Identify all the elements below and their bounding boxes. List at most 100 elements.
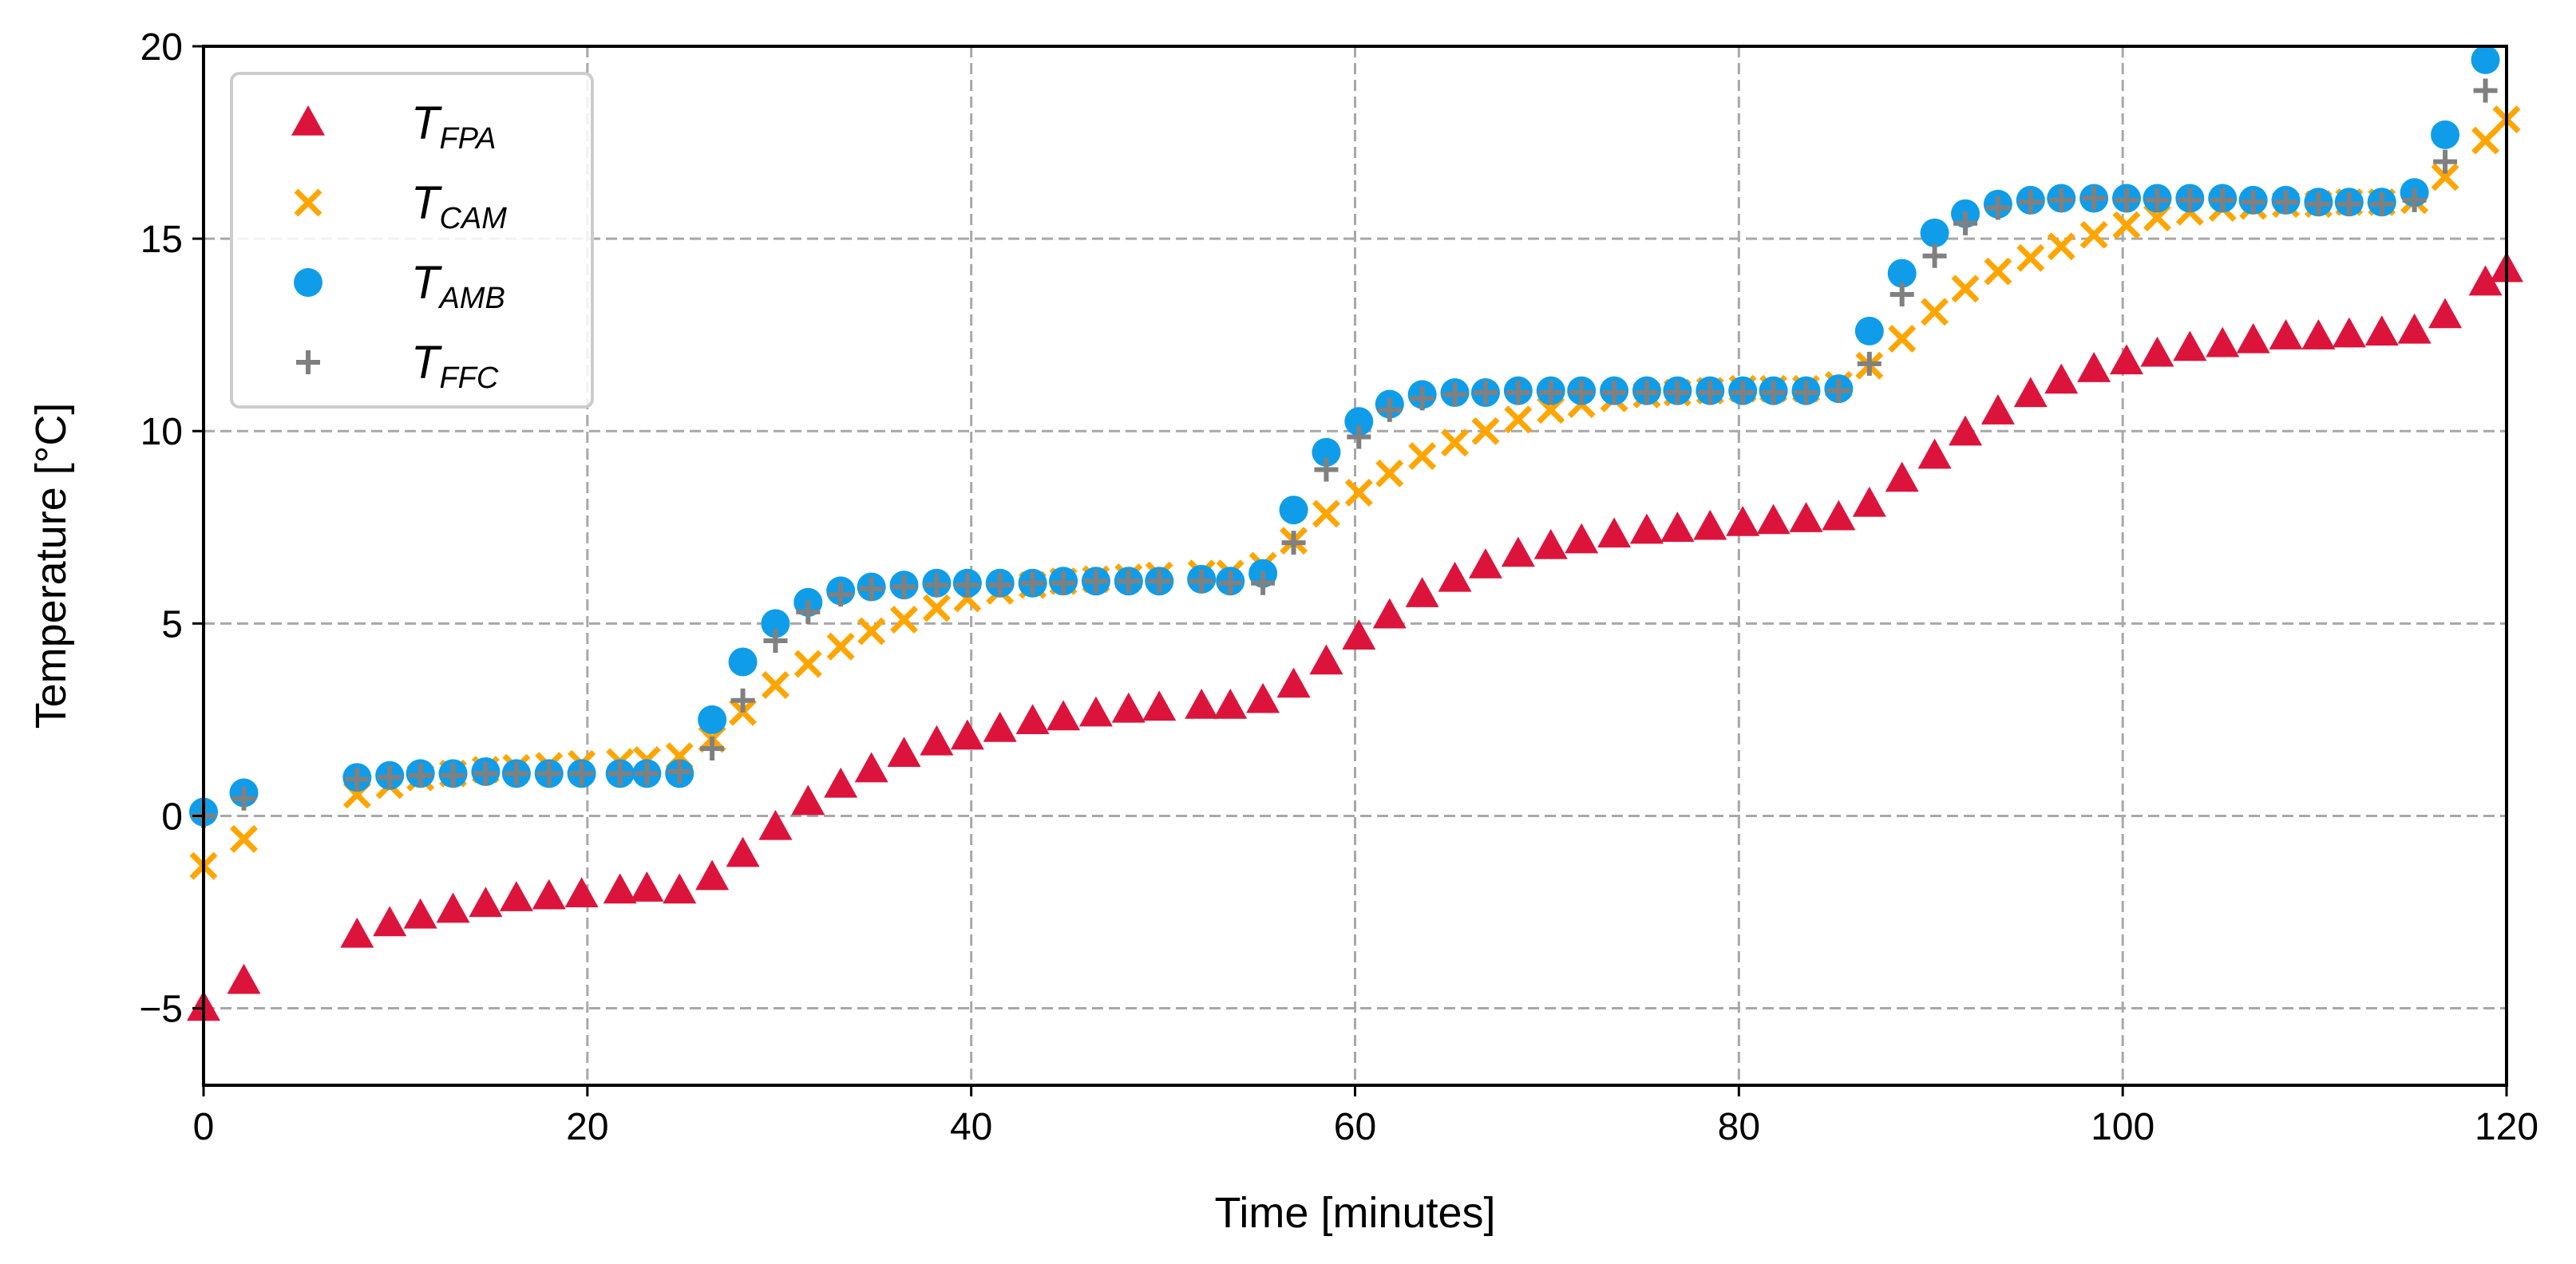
point-cam bbox=[761, 671, 789, 699]
point-cam bbox=[230, 824, 258, 853]
point-ffc bbox=[2306, 192, 2331, 216]
point-fpa bbox=[1142, 690, 1177, 721]
point-ffc bbox=[378, 765, 402, 790]
point-cam bbox=[922, 594, 951, 622]
point-ffc bbox=[2082, 186, 2107, 211]
legend-subscript: AMB bbox=[437, 282, 505, 315]
legend-marker-fpa bbox=[291, 105, 325, 136]
point-fpa bbox=[1852, 486, 1886, 517]
point-fpa bbox=[1629, 513, 1664, 544]
point-ffc bbox=[1731, 381, 1755, 405]
point-fpa bbox=[1438, 561, 1472, 592]
point-fpa bbox=[2364, 315, 2399, 346]
point-cam bbox=[2079, 220, 2108, 249]
point-fpa bbox=[564, 877, 599, 908]
point-fpa bbox=[758, 809, 793, 840]
point-fpa bbox=[2044, 363, 2079, 394]
point-fpa bbox=[1342, 619, 1376, 650]
point-fpa bbox=[950, 719, 984, 750]
point-amb bbox=[2431, 120, 2460, 149]
point-cam bbox=[2112, 211, 2141, 239]
point-ffc bbox=[1602, 381, 1627, 405]
x-tick-label: 80 bbox=[1718, 1106, 1760, 1148]
point-ffc bbox=[1506, 381, 1530, 405]
point-ffc bbox=[408, 763, 433, 788]
legend-subscript: FPA bbox=[439, 122, 496, 156]
x-tick-label: 60 bbox=[1334, 1106, 1376, 1148]
point-fpa bbox=[1533, 528, 1568, 559]
point-fpa bbox=[373, 906, 407, 937]
point-ffc bbox=[1538, 381, 1563, 405]
point-ffc bbox=[1281, 531, 1306, 555]
point-fpa bbox=[2397, 313, 2432, 344]
point-cam bbox=[2016, 243, 2045, 272]
point-ffc bbox=[231, 786, 256, 811]
point-fpa bbox=[983, 711, 1017, 742]
point-fpa bbox=[2332, 317, 2366, 348]
point-fpa bbox=[2468, 265, 2503, 296]
point-fpa bbox=[1185, 688, 1219, 719]
point-fpa bbox=[695, 859, 730, 891]
legend-label-fpa: TFPA bbox=[411, 97, 497, 156]
point-fpa bbox=[1246, 682, 1280, 713]
point-cam bbox=[1441, 429, 1469, 457]
legend-symbol: T bbox=[411, 97, 442, 149]
point-ffc bbox=[1189, 569, 1214, 594]
point-ffc bbox=[1922, 243, 1947, 268]
point-cam bbox=[826, 632, 855, 661]
legend-label-cam: TCAM bbox=[411, 177, 507, 235]
point-fpa bbox=[499, 881, 533, 911]
y-axis-label: Temperature [°C] bbox=[27, 403, 75, 729]
point-ffc bbox=[441, 763, 465, 788]
point-ffc bbox=[796, 599, 821, 624]
point-ffc bbox=[607, 761, 632, 786]
point-ffc bbox=[730, 688, 755, 713]
point-ffc bbox=[473, 761, 498, 786]
point-ffc bbox=[2145, 188, 2170, 212]
point-ffc bbox=[1889, 282, 1914, 307]
grid bbox=[204, 46, 2507, 1085]
point-cam bbox=[2471, 126, 2500, 155]
point-ffc bbox=[1473, 381, 1498, 405]
point-cam bbox=[1344, 478, 1373, 507]
point-ffc bbox=[1020, 571, 1045, 595]
point-fpa bbox=[227, 963, 261, 994]
legend-symbol: T bbox=[411, 177, 442, 229]
y-tick-label: 5 bbox=[161, 603, 183, 646]
point-cam bbox=[1504, 405, 1533, 434]
point-ffc bbox=[1794, 381, 1818, 405]
point-ffc bbox=[1218, 571, 1243, 595]
point-amb bbox=[1344, 407, 1374, 436]
point-ffc bbox=[1147, 569, 1172, 594]
point-cam bbox=[1408, 442, 1437, 471]
point-fpa bbox=[824, 767, 858, 798]
point-ffc bbox=[2273, 190, 2298, 215]
point-amb bbox=[698, 705, 727, 734]
legend-label-ffc: TFFC bbox=[411, 337, 499, 395]
point-ffc bbox=[1857, 351, 1882, 376]
point-amb bbox=[1279, 496, 1308, 525]
point-fpa bbox=[2236, 322, 2270, 354]
point-ffc bbox=[1569, 381, 1594, 405]
series-amb bbox=[189, 45, 2500, 827]
point-cam bbox=[2431, 163, 2459, 192]
point-ffc bbox=[955, 573, 979, 598]
point-ffc bbox=[763, 629, 788, 654]
y-tick-label: 0 bbox=[161, 796, 183, 838]
point-fpa bbox=[1980, 394, 2015, 425]
point-ffc bbox=[504, 761, 528, 786]
point-fpa bbox=[1822, 500, 1856, 531]
point-fpa bbox=[2301, 319, 2336, 350]
point-amb bbox=[728, 647, 758, 677]
point-fpa bbox=[1885, 461, 1919, 492]
legend-marker-cam bbox=[294, 188, 322, 217]
point-cam bbox=[1888, 325, 1917, 353]
point-ffc bbox=[635, 761, 659, 786]
x-tick-label: 0 bbox=[193, 1106, 215, 1148]
point-ffc bbox=[1377, 397, 1402, 422]
point-ffc bbox=[829, 583, 853, 607]
point-ffc bbox=[924, 573, 949, 598]
point-fpa bbox=[663, 873, 697, 904]
